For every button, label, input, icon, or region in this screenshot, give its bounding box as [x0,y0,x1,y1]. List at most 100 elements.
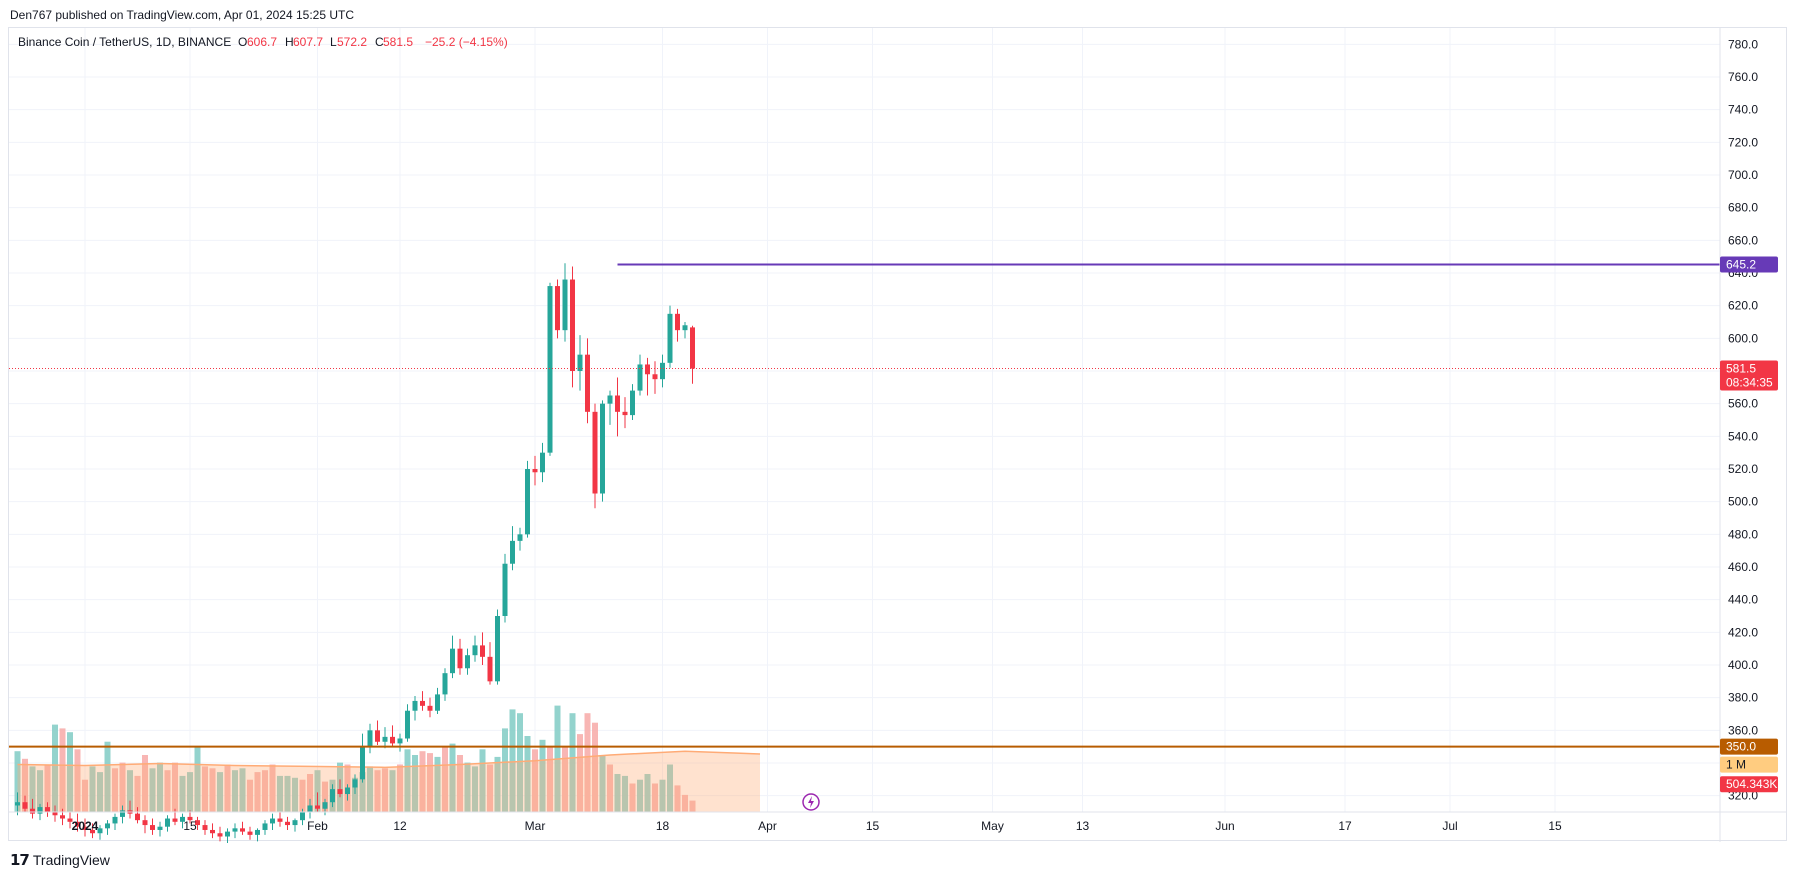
candle[interactable] [630,384,635,420]
candle[interactable] [135,807,140,824]
candle[interactable] [517,527,523,551]
candle[interactable] [562,263,568,342]
candle[interactable] [382,727,388,749]
candle[interactable] [112,813,118,830]
candle[interactable] [285,816,290,830]
candle[interactable] [532,455,538,486]
horizontal-levels[interactable] [9,263,1720,748]
chart-frame[interactable] [8,27,1787,841]
candle[interactable] [270,813,275,830]
candle[interactable] [607,390,613,425]
candle[interactable] [615,377,620,437]
candle[interactable] [232,823,238,839]
candle[interactable] [105,820,110,835]
candle[interactable] [352,774,358,795]
candle[interactable] [427,697,433,718]
candle[interactable] [367,723,373,754]
candle[interactable] [210,823,215,839]
tradingview-logo[interactable]: 𝟭𝟳 TradingView [10,851,110,869]
candle[interactable] [390,725,395,747]
candle[interactable] [547,282,553,456]
candle[interactable] [330,784,335,808]
candle[interactable] [240,821,245,835]
candle[interactable] [502,553,508,623]
candle[interactable] [435,687,440,714]
candle[interactable] [150,818,155,835]
candle[interactable] [450,635,455,679]
candle[interactable] [277,812,283,827]
candle[interactable] [397,733,403,752]
candle[interactable] [307,798,313,819]
candle[interactable] [360,733,365,783]
candle[interactable] [420,691,425,711]
candle[interactable] [15,792,20,816]
candle[interactable] [52,805,58,822]
candle[interactable] [585,338,590,424]
candle[interactable] [525,460,530,538]
candle[interactable] [472,635,478,662]
candle[interactable] [465,648,470,675]
replay-widget[interactable] [802,793,820,811]
candle[interactable] [667,305,673,368]
candle[interactable] [345,784,350,801]
candle[interactable] [255,828,260,842]
candle[interactable] [412,696,418,721]
candle[interactable] [405,704,410,742]
candle[interactable] [45,802,50,817]
candle[interactable] [217,826,223,842]
candle[interactable] [510,526,515,571]
candle[interactable] [592,403,598,509]
candle[interactable] [225,828,230,844]
candle[interactable] [660,354,665,388]
candle[interactable] [67,812,73,829]
candle[interactable] [292,818,298,832]
candle[interactable] [165,815,170,832]
candle[interactable] [142,815,148,834]
candle[interactable] [690,325,695,384]
candle[interactable] [487,642,493,685]
volume-bar [569,713,576,812]
candle[interactable] [157,821,163,837]
candle[interactable] [570,266,575,388]
candle[interactable] [75,813,80,832]
candle[interactable] [600,400,605,502]
volume-bar [427,753,433,812]
volume-bar [29,766,36,812]
candlesticks[interactable] [15,263,695,844]
candle[interactable] [120,805,125,824]
x-tick-label: 17 [1338,819,1352,833]
candle[interactable] [652,361,658,394]
candle[interactable] [637,354,643,396]
candle[interactable] [22,795,28,812]
candle[interactable] [675,308,680,342]
candle[interactable] [682,322,688,339]
candle[interactable] [60,808,65,826]
candle[interactable] [202,820,208,835]
candle[interactable] [495,609,500,685]
candle[interactable] [82,818,88,837]
candle[interactable] [337,779,343,798]
candle[interactable] [300,808,305,826]
candle[interactable] [375,720,380,746]
candle[interactable] [555,279,560,339]
candle[interactable] [262,820,268,835]
candle[interactable] [195,816,200,830]
candle[interactable] [480,632,485,665]
candle[interactable] [30,798,35,819]
candle[interactable] [457,638,463,675]
candle[interactable] [442,668,448,701]
candle[interactable] [577,335,583,391]
candle[interactable] [645,357,650,396]
candle[interactable] [540,442,545,483]
candle[interactable] [180,813,185,829]
candle[interactable] [90,823,95,839]
axes[interactable]: 320.0340.0360.0380.0400.0420.0440.0460.0… [9,28,1786,842]
candle[interactable] [187,810,193,824]
candle[interactable] [97,825,103,840]
candle[interactable] [322,798,328,816]
candle[interactable] [622,397,628,429]
candle[interactable] [315,792,320,812]
candle[interactable] [172,808,178,826]
candle[interactable] [247,826,253,840]
